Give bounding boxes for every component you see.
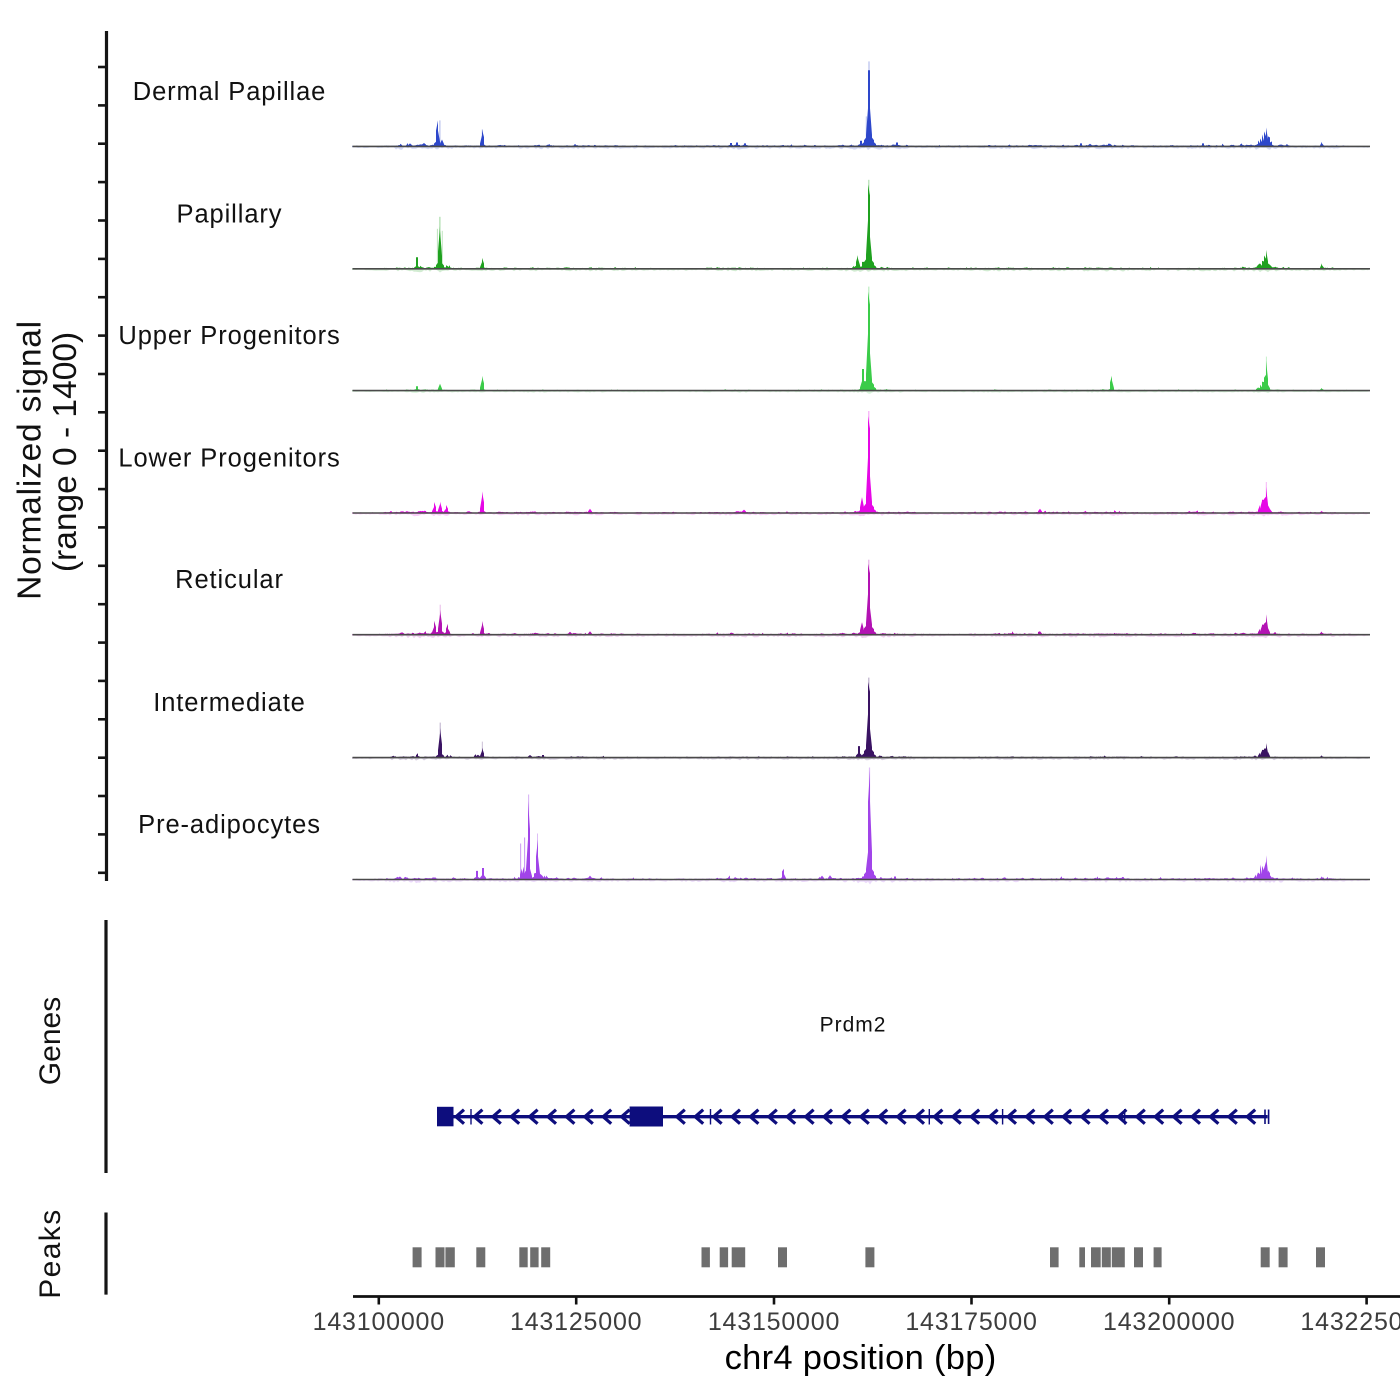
svg-text:Dermal Papillae: Dermal Papillae bbox=[133, 78, 327, 106]
svg-text:Peaks: Peaks bbox=[34, 1208, 67, 1298]
svg-text:143225000: 143225000 bbox=[1300, 1308, 1400, 1336]
svg-text:143200000: 143200000 bbox=[1103, 1308, 1235, 1336]
svg-text:143100000: 143100000 bbox=[313, 1308, 445, 1336]
svg-text:143150000: 143150000 bbox=[708, 1308, 840, 1336]
svg-text:143175000: 143175000 bbox=[905, 1308, 1037, 1336]
svg-text:Papillary: Papillary bbox=[177, 200, 283, 228]
svg-text:Prdm2: Prdm2 bbox=[820, 1014, 887, 1037]
svg-text:Normalized signal: Normalized signal bbox=[12, 320, 49, 600]
svg-text:(range 0 - 1400): (range 0 - 1400) bbox=[47, 332, 84, 572]
svg-text:143125000: 143125000 bbox=[510, 1308, 642, 1336]
svg-text:Genes: Genes bbox=[34, 997, 67, 1085]
svg-text:Intermediate: Intermediate bbox=[153, 689, 306, 717]
svg-text:chr4 position (bp): chr4 position (bp) bbox=[725, 1339, 997, 1377]
svg-text:Reticular: Reticular bbox=[175, 566, 284, 594]
svg-text:Lower Progenitors: Lower Progenitors bbox=[118, 445, 340, 473]
svg-text:Upper Progenitors: Upper Progenitors bbox=[118, 322, 340, 350]
svg-text:Pre-adipocytes: Pre-adipocytes bbox=[138, 811, 321, 839]
